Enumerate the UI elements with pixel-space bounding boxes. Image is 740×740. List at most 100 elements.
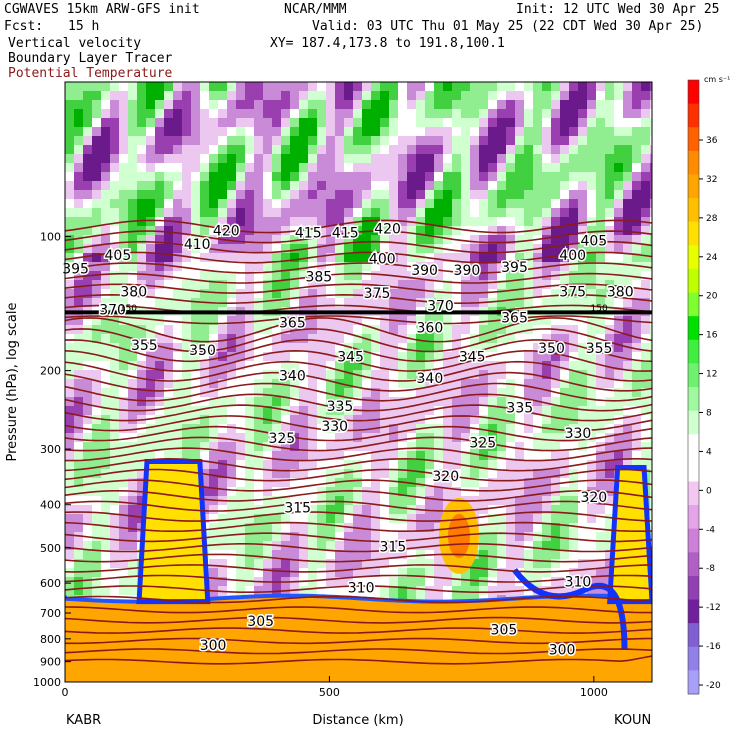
velocity-cell <box>551 208 560 217</box>
velocity-cell <box>542 100 551 109</box>
velocity-cell <box>470 100 479 109</box>
velocity-cell <box>335 100 344 109</box>
velocity-cell <box>380 253 389 262</box>
velocity-cell <box>65 514 74 523</box>
velocity-cell <box>632 100 641 109</box>
velocity-cell <box>632 361 641 370</box>
velocity-cell <box>515 460 524 469</box>
velocity-cell <box>218 82 227 91</box>
velocity-cell <box>353 82 362 91</box>
velocity-cell <box>110 397 119 406</box>
velocity-cell <box>173 235 182 244</box>
velocity-cell <box>263 127 272 136</box>
velocity-cell <box>65 451 74 460</box>
velocity-cell <box>650 442 652 451</box>
velocity-cell <box>479 532 488 541</box>
velocity-cell <box>416 262 425 271</box>
velocity-cell <box>596 559 605 568</box>
velocity-cell <box>182 325 191 334</box>
velocity-cell <box>506 487 515 496</box>
velocity-cell <box>470 370 479 379</box>
velocity-cell <box>389 442 398 451</box>
velocity-cell <box>164 379 173 388</box>
colorbar-swatch <box>688 198 699 223</box>
velocity-cell <box>281 226 290 235</box>
velocity-cell <box>596 577 605 586</box>
velocity-cell <box>263 82 272 91</box>
velocity-cell <box>119 109 128 118</box>
velocity-cell <box>272 100 281 109</box>
velocity-cell <box>335 91 344 100</box>
velocity-cell <box>605 541 614 550</box>
velocity-cell <box>362 388 371 397</box>
velocity-cell <box>560 226 569 235</box>
velocity-cell <box>524 208 533 217</box>
velocity-cell <box>155 91 164 100</box>
velocity-cell <box>101 523 110 532</box>
velocity-cell <box>191 226 200 235</box>
velocity-cell <box>371 379 380 388</box>
velocity-cell <box>308 586 317 595</box>
velocity-cell <box>344 82 353 91</box>
velocity-cell <box>110 199 119 208</box>
velocity-cell <box>407 316 416 325</box>
velocity-cell <box>218 190 227 199</box>
velocity-cell <box>551 460 560 469</box>
velocity-cell <box>416 442 425 451</box>
velocity-cell <box>200 442 209 451</box>
velocity-cell <box>74 163 83 172</box>
velocity-cell <box>434 424 443 433</box>
velocity-cell <box>515 100 524 109</box>
velocity-cell <box>587 118 596 127</box>
velocity-cell <box>245 262 254 271</box>
velocity-cell <box>569 586 578 595</box>
velocity-cell <box>542 109 551 118</box>
velocity-cell <box>623 172 632 181</box>
velocity-cell <box>353 415 362 424</box>
velocity-cell <box>578 298 587 307</box>
theta-contour <box>65 447 652 462</box>
velocity-cell <box>587 226 596 235</box>
velocity-cell <box>299 532 308 541</box>
velocity-cell <box>335 505 344 514</box>
velocity-cell <box>569 505 578 514</box>
velocity-cell <box>587 136 596 145</box>
velocity-cell <box>380 442 389 451</box>
velocity-cell <box>623 199 632 208</box>
velocity-cell <box>407 568 416 577</box>
velocity-cell <box>200 127 209 136</box>
velocity-cell <box>254 397 263 406</box>
velocity-cell <box>569 406 578 415</box>
velocity-cell <box>407 136 416 145</box>
velocity-cell <box>497 361 506 370</box>
velocity-cell <box>389 577 398 586</box>
velocity-cell <box>407 244 416 253</box>
velocity-cell <box>416 586 425 595</box>
velocity-cell <box>515 559 524 568</box>
velocity-cell <box>434 100 443 109</box>
velocity-cell <box>470 577 479 586</box>
velocity-cell <box>461 91 470 100</box>
velocity-cell <box>74 82 83 91</box>
velocity-cell <box>569 496 578 505</box>
colorbar-swatch <box>688 457 699 482</box>
velocity-cell <box>92 433 101 442</box>
velocity-cell <box>614 370 623 379</box>
velocity-cell <box>299 559 308 568</box>
velocity-cell <box>605 361 614 370</box>
velocity-cell <box>335 82 344 91</box>
velocity-cell <box>227 424 236 433</box>
velocity-cell <box>110 334 119 343</box>
velocity-cell <box>164 370 173 379</box>
velocity-cell <box>128 253 137 262</box>
velocity-cell <box>380 433 389 442</box>
velocity-cell <box>488 388 497 397</box>
velocity-cell <box>110 145 119 154</box>
velocity-cell <box>380 154 389 163</box>
velocity-cell <box>317 118 326 127</box>
velocity-cell <box>434 568 443 577</box>
velocity-cell <box>263 460 272 469</box>
velocity-cell <box>299 145 308 154</box>
velocity-cell <box>470 361 479 370</box>
